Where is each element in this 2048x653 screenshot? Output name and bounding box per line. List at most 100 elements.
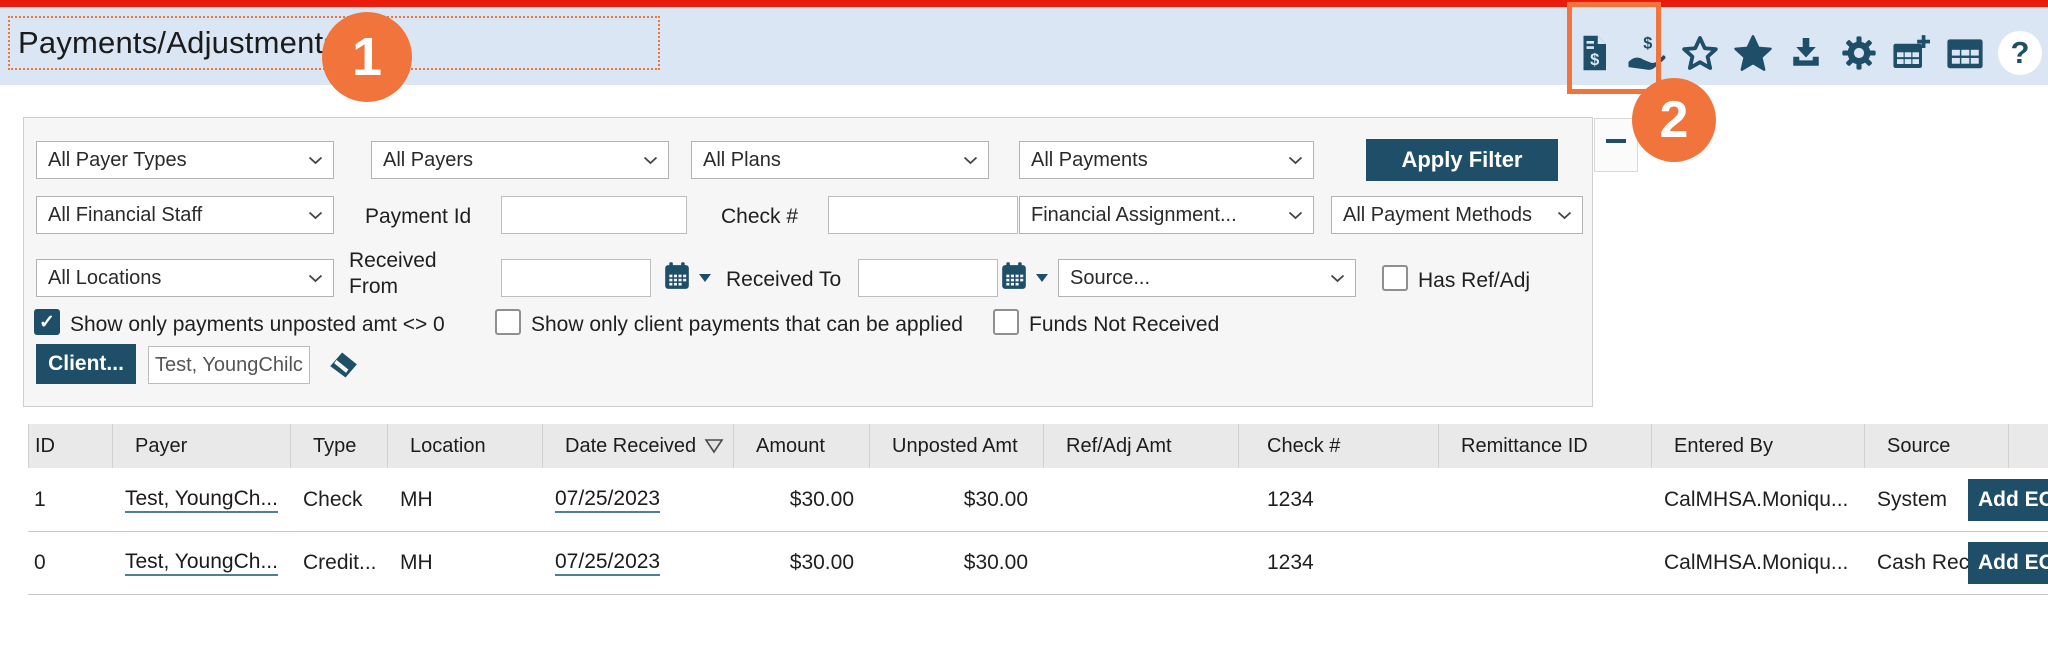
invoice-icon-highlight-box bbox=[1567, 2, 1661, 94]
calendar-dropdown-arrow-icon[interactable] bbox=[1035, 270, 1049, 288]
chevron-down-icon bbox=[963, 156, 978, 164]
locations-select[interactable]: All Locations bbox=[36, 259, 334, 297]
help-icon[interactable]: ? bbox=[1998, 31, 2042, 75]
cell-check-no: 1234 bbox=[1267, 488, 1314, 511]
cell-id: 0 bbox=[34, 551, 46, 574]
cell-type: Check bbox=[303, 488, 363, 511]
received-to-input[interactable] bbox=[858, 259, 998, 297]
received-to-label: Received To bbox=[726, 268, 842, 291]
invoice-icon[interactable]: $ bbox=[1574, 33, 1614, 73]
cell-entered-by: CalMHSA.Moniqu... bbox=[1664, 488, 1849, 511]
client-button[interactable]: Client... bbox=[36, 344, 136, 384]
eraser-icon[interactable] bbox=[324, 350, 358, 385]
show-unposted-checkbox[interactable] bbox=[34, 309, 60, 335]
col-header-payer[interactable]: Payer bbox=[113, 424, 291, 468]
cell-type: Credit... bbox=[303, 551, 377, 574]
gear-icon[interactable] bbox=[1839, 33, 1879, 73]
plans-select[interactable]: All Plans bbox=[691, 141, 989, 179]
cell-date-received: 07/25/2023 bbox=[543, 532, 734, 594]
apply-filter-button[interactable]: Apply Filter bbox=[1366, 139, 1558, 181]
payer-link[interactable]: Test, YoungCh... bbox=[125, 487, 278, 513]
table-add-icon[interactable] bbox=[1892, 33, 1932, 73]
col-header-amount[interactable]: Amount bbox=[734, 424, 870, 468]
calendar-icon[interactable] bbox=[664, 262, 690, 297]
star-filled-icon[interactable] bbox=[1733, 33, 1773, 73]
add-eob-button[interactable]: Add EOB bbox=[1968, 542, 2048, 584]
svg-text:$: $ bbox=[1643, 35, 1652, 53]
calendar-icon[interactable] bbox=[1001, 262, 1027, 297]
callout-step-1: 1 bbox=[322, 12, 412, 102]
cell-date-received: 07/25/2023 bbox=[543, 469, 734, 531]
callout-step-2: 2 bbox=[1632, 78, 1716, 162]
show-client-payments-checkbox[interactable] bbox=[495, 309, 521, 335]
col-header-unposted-amt[interactable]: Unposted Amt bbox=[870, 424, 1044, 468]
received-from-input[interactable] bbox=[501, 259, 651, 297]
financial-staff-select[interactable]: All Financial Staff bbox=[36, 196, 334, 234]
cell-payer: Test, YoungCh... bbox=[113, 532, 291, 594]
funds-not-received-label: Funds Not Received bbox=[1029, 313, 1220, 336]
minus-icon bbox=[1606, 139, 1626, 143]
date-received-link[interactable]: 07/25/2023 bbox=[555, 487, 661, 513]
table-icon[interactable] bbox=[1945, 33, 1985, 73]
col-header-date-received[interactable]: Date Received bbox=[543, 424, 734, 468]
chevron-down-icon bbox=[1557, 211, 1572, 219]
has-ref-adj-checkbox[interactable] bbox=[1382, 265, 1408, 291]
cell-id: 1 bbox=[34, 488, 46, 511]
cell-remittance-id bbox=[1439, 532, 1652, 594]
payers-select[interactable]: All Payers bbox=[371, 141, 669, 179]
cell-payer: Test, YoungCh... bbox=[113, 469, 291, 531]
chevron-down-icon bbox=[1288, 156, 1303, 164]
collapse-filter-button[interactable] bbox=[1594, 118, 1638, 172]
col-header-type[interactable]: Type bbox=[291, 424, 388, 468]
financial-assignment-select[interactable]: Financial Assignment... bbox=[1019, 196, 1314, 234]
check-number-input[interactable] bbox=[828, 196, 1018, 234]
payer-link[interactable]: Test, YoungCh... bbox=[125, 550, 278, 576]
col-header-id[interactable]: ID bbox=[28, 424, 113, 468]
payer-types-select[interactable]: All Payer Types bbox=[36, 141, 334, 179]
client-input[interactable]: Test, YoungChilc bbox=[148, 346, 310, 384]
add-eob-button[interactable]: Add EOB bbox=[1968, 479, 2048, 521]
show-client-payments-label: Show only client payments that can be ap… bbox=[531, 313, 963, 336]
show-unposted-label: Show only payments unposted amt <> 0 bbox=[70, 313, 445, 336]
payments-table-header: ID Payer Type Location Date Received Amo… bbox=[28, 424, 2048, 468]
header-toolbar: $ $ bbox=[1574, 14, 2042, 92]
cell-unposted-amt: $30.00 bbox=[963, 488, 1028, 511]
cell-location: MH bbox=[400, 488, 433, 511]
funds-not-received-checkbox[interactable] bbox=[993, 309, 1019, 335]
header-bar: Payments/Adjustments (2) $ $ bbox=[0, 7, 2048, 85]
col-header-remittance-id[interactable]: Remittance ID bbox=[1439, 424, 1652, 468]
source-select[interactable]: Source... bbox=[1058, 259, 1356, 297]
svg-text:$: $ bbox=[1590, 51, 1599, 69]
sort-filter-icon[interactable] bbox=[704, 438, 724, 454]
col-header-entered-by[interactable]: Entered By bbox=[1652, 424, 1865, 468]
chevron-down-icon bbox=[308, 274, 323, 282]
date-received-link[interactable]: 07/25/2023 bbox=[555, 550, 661, 576]
filter-panel: All Payer Types All Payers All Plans All… bbox=[23, 117, 1593, 407]
col-header-actions bbox=[2009, 424, 2048, 468]
calendar-dropdown-arrow-icon[interactable] bbox=[698, 270, 712, 288]
col-header-source[interactable]: Source bbox=[1865, 424, 2009, 468]
chevron-down-icon bbox=[308, 156, 323, 164]
top-accent-line bbox=[0, 0, 2048, 7]
cell-ref-adj-amt bbox=[1044, 469, 1239, 531]
col-header-ref-adj-amt[interactable]: Ref/Adj Amt bbox=[1044, 424, 1239, 468]
received-from-label: Received From bbox=[349, 249, 437, 298]
chevron-down-icon bbox=[1288, 211, 1303, 219]
star-outline-icon[interactable] bbox=[1680, 33, 1720, 73]
cell-amount: $30.00 bbox=[789, 551, 854, 574]
cell-check-no: 1234 bbox=[1267, 551, 1314, 574]
cell-source: System bbox=[1877, 488, 1948, 511]
col-header-check-no[interactable]: Check # bbox=[1239, 424, 1439, 468]
has-ref-adj-label: Has Ref/Adj bbox=[1418, 269, 1531, 292]
table-row: 1 Test, YoungCh... Check MH 07/25/2023 $… bbox=[28, 469, 2048, 532]
download-icon[interactable] bbox=[1786, 33, 1826, 73]
cell-location: MH bbox=[400, 551, 433, 574]
payment-methods-select[interactable]: All Payment Methods bbox=[1331, 196, 1583, 234]
cell-ref-adj-amt bbox=[1044, 532, 1239, 594]
cell-entered-by: CalMHSA.Moniqu... bbox=[1664, 551, 1849, 574]
col-header-location[interactable]: Location bbox=[388, 424, 543, 468]
payment-id-input[interactable] bbox=[501, 196, 687, 234]
payments-select[interactable]: All Payments bbox=[1019, 141, 1314, 179]
payment-id-label: Payment Id bbox=[365, 205, 472, 228]
